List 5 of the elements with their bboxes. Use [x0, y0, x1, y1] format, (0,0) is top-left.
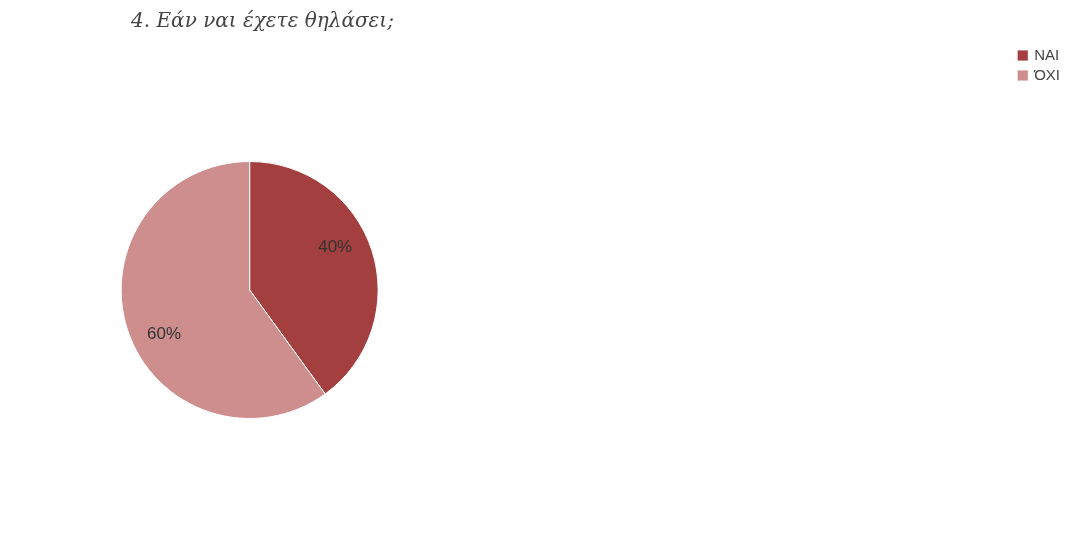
- legend-label: ΝΑΙ: [1034, 46, 1060, 63]
- legend-label: ΌΧΙ: [1034, 66, 1060, 83]
- data-label: 40%: [318, 236, 353, 256]
- chart-title: 4. Εάν ναι έχετε θηλάσει;: [130, 7, 394, 32]
- data-label: 60%: [147, 324, 182, 344]
